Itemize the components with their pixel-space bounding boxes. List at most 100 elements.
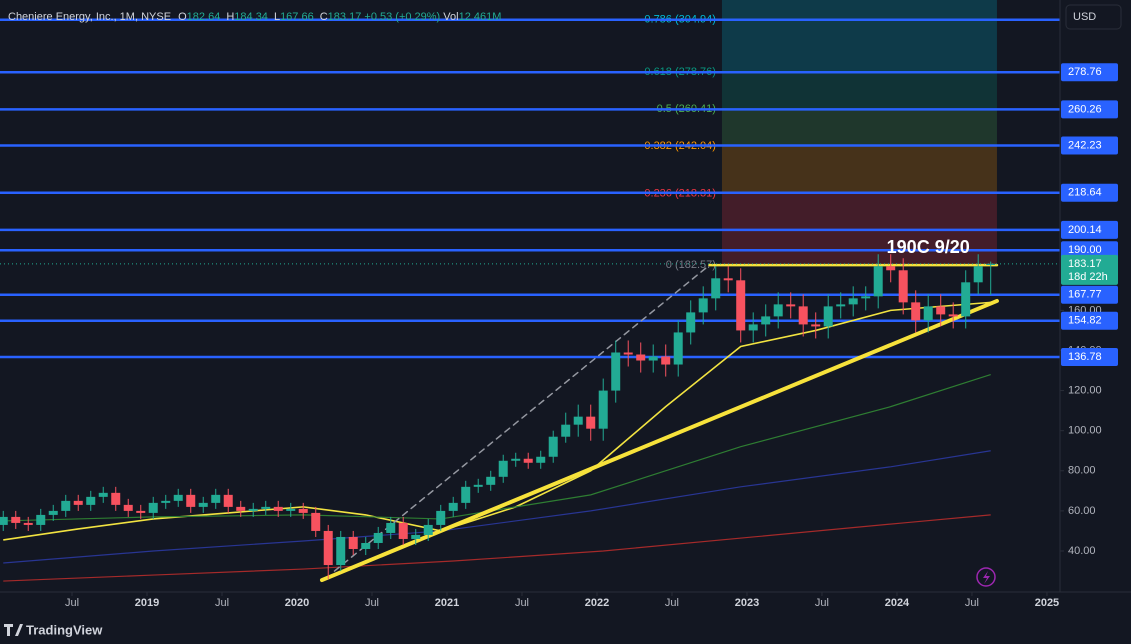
candle-body <box>561 424 571 437</box>
candle-body <box>261 506 271 509</box>
candle-body <box>236 506 246 511</box>
candle-body <box>961 282 971 317</box>
candle-body <box>498 460 508 477</box>
ohlc: O182.64 H184.34 L167.66 C183.17 <box>178 11 361 23</box>
x-tick-label: Jul <box>65 597 79 609</box>
y-tick-label: 80.00 <box>1068 465 1096 477</box>
candle-body <box>611 352 621 391</box>
candle-body <box>573 416 583 425</box>
level-label-box <box>1061 136 1118 155</box>
x-tick-label: 2024 <box>885 597 910 609</box>
candle-body <box>948 314 958 317</box>
candle-body <box>86 496 96 505</box>
candle-body <box>411 534 421 539</box>
candle-body <box>511 458 521 461</box>
level-label-box <box>1061 63 1118 82</box>
candle-body <box>73 500 83 505</box>
x-tick-label: 2025 <box>1035 597 1059 609</box>
candle-body <box>161 500 171 503</box>
currency[interactable]: USD <box>1073 11 1096 23</box>
candle-body <box>911 302 921 321</box>
candle-body <box>398 522 408 539</box>
candle-body <box>311 512 321 531</box>
ohlc-key: L <box>274 11 280 23</box>
candle-body <box>698 298 708 313</box>
candle-body <box>23 522 33 525</box>
candle-body <box>0 516 8 525</box>
volume: 12.461M <box>459 11 502 23</box>
x-tick-label: 2019 <box>135 597 159 609</box>
moving-average <box>3 450 991 564</box>
candle-body <box>661 356 671 365</box>
level-label: 154.82 <box>1068 315 1102 327</box>
candle-body <box>11 516 21 523</box>
fib-band <box>721 72 997 110</box>
candle-body <box>636 354 646 361</box>
logo: TradingView <box>4 622 103 637</box>
ohlc-value: 183.17 <box>328 11 362 23</box>
candle-body <box>898 270 908 303</box>
alert-icon[interactable] <box>976 567 996 587</box>
candle-body <box>436 510 446 525</box>
candle-body <box>686 312 696 333</box>
level-label-box <box>1061 241 1118 260</box>
x-tick-label: Jul <box>815 597 829 609</box>
alert-bolt <box>983 571 990 584</box>
moving-average <box>3 373 991 522</box>
candle-body <box>848 298 858 305</box>
candle-body <box>286 508 296 511</box>
candle-body <box>373 532 383 543</box>
x-tick-label: 2023 <box>735 597 759 609</box>
candle-body <box>673 332 683 365</box>
candle-body <box>873 266 883 297</box>
candle-body <box>786 304 796 307</box>
candle-body <box>298 508 308 513</box>
candle-body <box>361 542 371 549</box>
candle-body <box>111 492 121 505</box>
candle-body <box>811 324 821 327</box>
header: Cheniere Energy, Inc., 1M, NYSE O182.64 H… <box>8 11 501 23</box>
candle-body <box>223 494 233 507</box>
level-label-box <box>1061 183 1118 202</box>
candle-body <box>773 304 783 317</box>
candle-body <box>936 306 946 315</box>
candle-body <box>586 416 596 429</box>
level-label-box <box>1061 311 1118 330</box>
level-label: 242.23 <box>1068 139 1102 151</box>
annotation: 190C 9/20 <box>887 237 970 257</box>
level-label-box <box>1061 100 1118 119</box>
candle-body <box>473 484 483 487</box>
ohlc-value: 184.34 <box>234 11 268 23</box>
candle-body <box>886 266 896 271</box>
price-label-box <box>1061 254 1118 285</box>
x-tick-label: 2020 <box>285 597 309 609</box>
moving-average <box>3 514 991 582</box>
candle-body <box>861 296 871 299</box>
candle-body <box>386 522 396 533</box>
fib-band <box>721 109 997 146</box>
currency-button[interactable] <box>1065 4 1122 30</box>
y-tick-label: 60.00 <box>1068 505 1096 517</box>
candle-body <box>61 500 71 511</box>
candle-body <box>748 324 758 331</box>
candle-body <box>736 280 746 331</box>
y-tick-label: 40.00 <box>1068 545 1096 557</box>
y-tick-label: 100.00 <box>1068 425 1102 437</box>
candle-body <box>186 494 196 507</box>
ohlc-value: 182.64 <box>187 11 221 23</box>
candle-body <box>798 306 808 325</box>
x-tick-label: 2022 <box>585 597 609 609</box>
candle-body <box>423 524 433 535</box>
fib-band <box>721 145 997 194</box>
x-tick-label: Jul <box>215 597 229 609</box>
candle-body <box>461 486 471 503</box>
x-tick-label: 2021 <box>435 597 459 609</box>
level-label-box <box>1061 220 1118 239</box>
x-tick-label: Jul <box>665 597 679 609</box>
candle-body <box>723 278 733 281</box>
y-tick-label: 120.00 <box>1068 384 1102 396</box>
candle-body <box>523 458 533 463</box>
brand: TradingView <box>26 622 103 637</box>
